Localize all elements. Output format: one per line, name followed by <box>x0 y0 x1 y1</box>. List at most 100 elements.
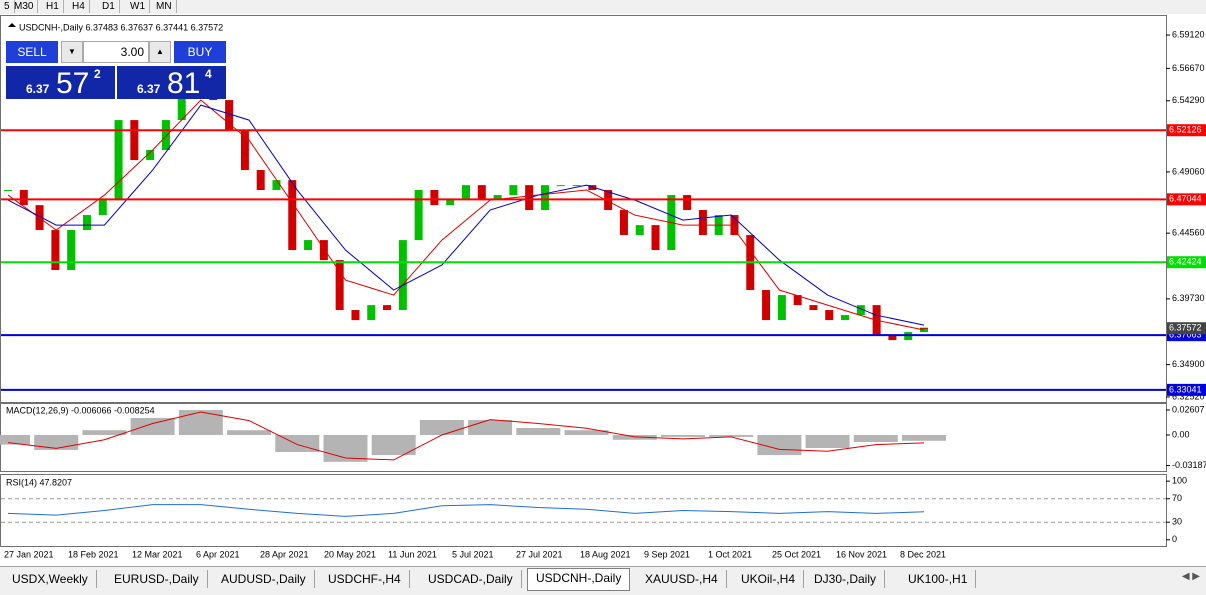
level-label: 6.47044 <box>1169 194 1202 204</box>
x-tick-label: 28 Apr 2021 <box>260 549 309 559</box>
signal-line <box>7 411 925 461</box>
rsi-line <box>7 504 925 517</box>
candle <box>841 315 850 321</box>
x-tick-label: 25 Oct 2021 <box>772 549 821 559</box>
bid-prefix: 6.37 <box>26 82 50 96</box>
candle <box>335 260 344 311</box>
candle <box>161 120 170 151</box>
candle <box>383 305 392 311</box>
macd-bar <box>82 430 127 435</box>
y-tick-label: 6.56670 <box>1172 63 1205 73</box>
chart-tab[interactable]: USDCAD-,Daily <box>420 570 522 588</box>
candle <box>462 185 470 201</box>
level-label-bg <box>1167 124 1206 137</box>
candle <box>319 240 328 261</box>
macd-bar <box>34 434 79 450</box>
timeframe-button[interactable]: D1 <box>98 0 120 13</box>
macd-bar <box>902 434 946 441</box>
macd-bar <box>227 430 272 435</box>
candle <box>304 240 313 251</box>
bid-big: 57 <box>56 67 90 100</box>
chart-tab[interactable]: USDCHF-,H4 <box>320 570 410 588</box>
macd-bar <box>178 410 223 435</box>
timeframe-button[interactable]: H1 <box>42 0 64 13</box>
y-tick-label: 100 <box>1172 476 1187 486</box>
candle <box>82 215 91 231</box>
last-price-label: 6.37572 <box>1169 323 1202 333</box>
candle <box>698 210 707 236</box>
candle <box>809 305 818 311</box>
candle <box>619 210 628 236</box>
bid-price[interactable]: 6.37 57 2 <box>6 66 115 100</box>
x-tick-label: 27 Jan 2021 <box>4 549 54 559</box>
chart-tab[interactable]: UKOil-,H4 <box>733 570 805 588</box>
buy-button[interactable]: BUY <box>174 41 226 63</box>
macd-bar <box>0 434 30 445</box>
tab-scroll[interactable]: ◀ ▶ <box>1181 571 1200 582</box>
candle <box>777 295 786 321</box>
candle <box>98 200 107 216</box>
candle <box>588 185 597 191</box>
candle <box>19 190 28 206</box>
chart-tab[interactable]: EURUSD-,Daily <box>106 570 208 588</box>
candle <box>430 190 439 206</box>
candle <box>225 100 234 131</box>
collapse-icon[interactable] <box>8 23 16 27</box>
candle <box>509 185 518 196</box>
candle <box>635 225 644 236</box>
candle <box>888 335 897 341</box>
y-tick-label: 70 <box>1172 493 1182 503</box>
lot-down[interactable]: ▼ <box>61 41 83 63</box>
candle <box>398 240 407 311</box>
x-tick-label: 6 Apr 2021 <box>196 549 240 559</box>
candle <box>177 95 186 121</box>
ask-price[interactable]: 6.37 81 4 <box>117 66 226 100</box>
candle <box>730 215 739 236</box>
lot-up[interactable]: ▲ <box>149 41 171 63</box>
one-click-trading: SELL ▼ 3.00 ▲ BUY 6.37 57 2 6.37 81 4 <box>6 41 226 100</box>
timeframe-button[interactable]: M30 <box>10 0 39 13</box>
candle <box>256 170 265 191</box>
candle <box>51 230 60 271</box>
timeframe-button[interactable]: 5 <box>0 0 15 13</box>
candle <box>67 230 76 271</box>
y-tick-label: 0.00 <box>1172 429 1190 439</box>
macd-bar <box>371 434 416 456</box>
level-label-bg <box>1167 383 1206 396</box>
macd-bar <box>853 434 898 442</box>
chart-tab[interactable]: AUDUSD-,Daily <box>213 570 315 588</box>
x-tick-label: 5 Jul 2021 <box>452 549 494 559</box>
ask-big: 81 <box>167 67 201 100</box>
candle <box>146 150 155 161</box>
y-tick-label: 6.59120 <box>1172 29 1205 39</box>
macd-bar <box>805 434 850 449</box>
chart-tab[interactable]: DJ30-,Daily <box>806 570 886 588</box>
x-tick-label: 12 Mar 2021 <box>132 549 183 559</box>
x-tick-label: 18 Feb 2021 <box>68 549 119 559</box>
candle <box>272 180 281 191</box>
chart-tab[interactable]: UK100-,H1 <box>900 570 977 588</box>
level-label: 6.52126 <box>1169 125 1202 135</box>
timeframe-button[interactable]: MN <box>152 0 177 13</box>
timeframe-button[interactable]: W1 <box>126 0 150 13</box>
lot-input[interactable]: 3.00 <box>83 41 149 63</box>
candle <box>367 305 376 321</box>
chart-tab[interactable]: XAUUSD-,H4 <box>637 570 727 588</box>
sell-button[interactable]: SELL <box>6 41 58 63</box>
x-tick-label: 1 Oct 2021 <box>708 549 752 559</box>
candle <box>493 195 502 201</box>
y-tick-label: 6.44560 <box>1172 228 1205 238</box>
macd-bar <box>516 427 561 435</box>
y-tick-label: 6.39730 <box>1172 293 1205 303</box>
x-tick-label: 20 May 2021 <box>324 549 376 559</box>
chart-tab[interactable]: USDX,Weekly <box>4 570 97 588</box>
chart-tab[interactable]: USDCNH-,Daily <box>527 568 631 591</box>
candle <box>651 225 660 251</box>
level-label: 6.42424 <box>1169 257 1202 267</box>
x-tick-label: 8 Dec 2021 <box>900 549 946 559</box>
candle <box>572 185 581 187</box>
level-label-bg <box>1167 256 1206 269</box>
y-tick-label: 6.32520 <box>1172 391 1205 401</box>
rsi-title: RSI(14) 47.8207 <box>6 477 72 487</box>
timeframe-button[interactable]: H4 <box>68 0 90 13</box>
